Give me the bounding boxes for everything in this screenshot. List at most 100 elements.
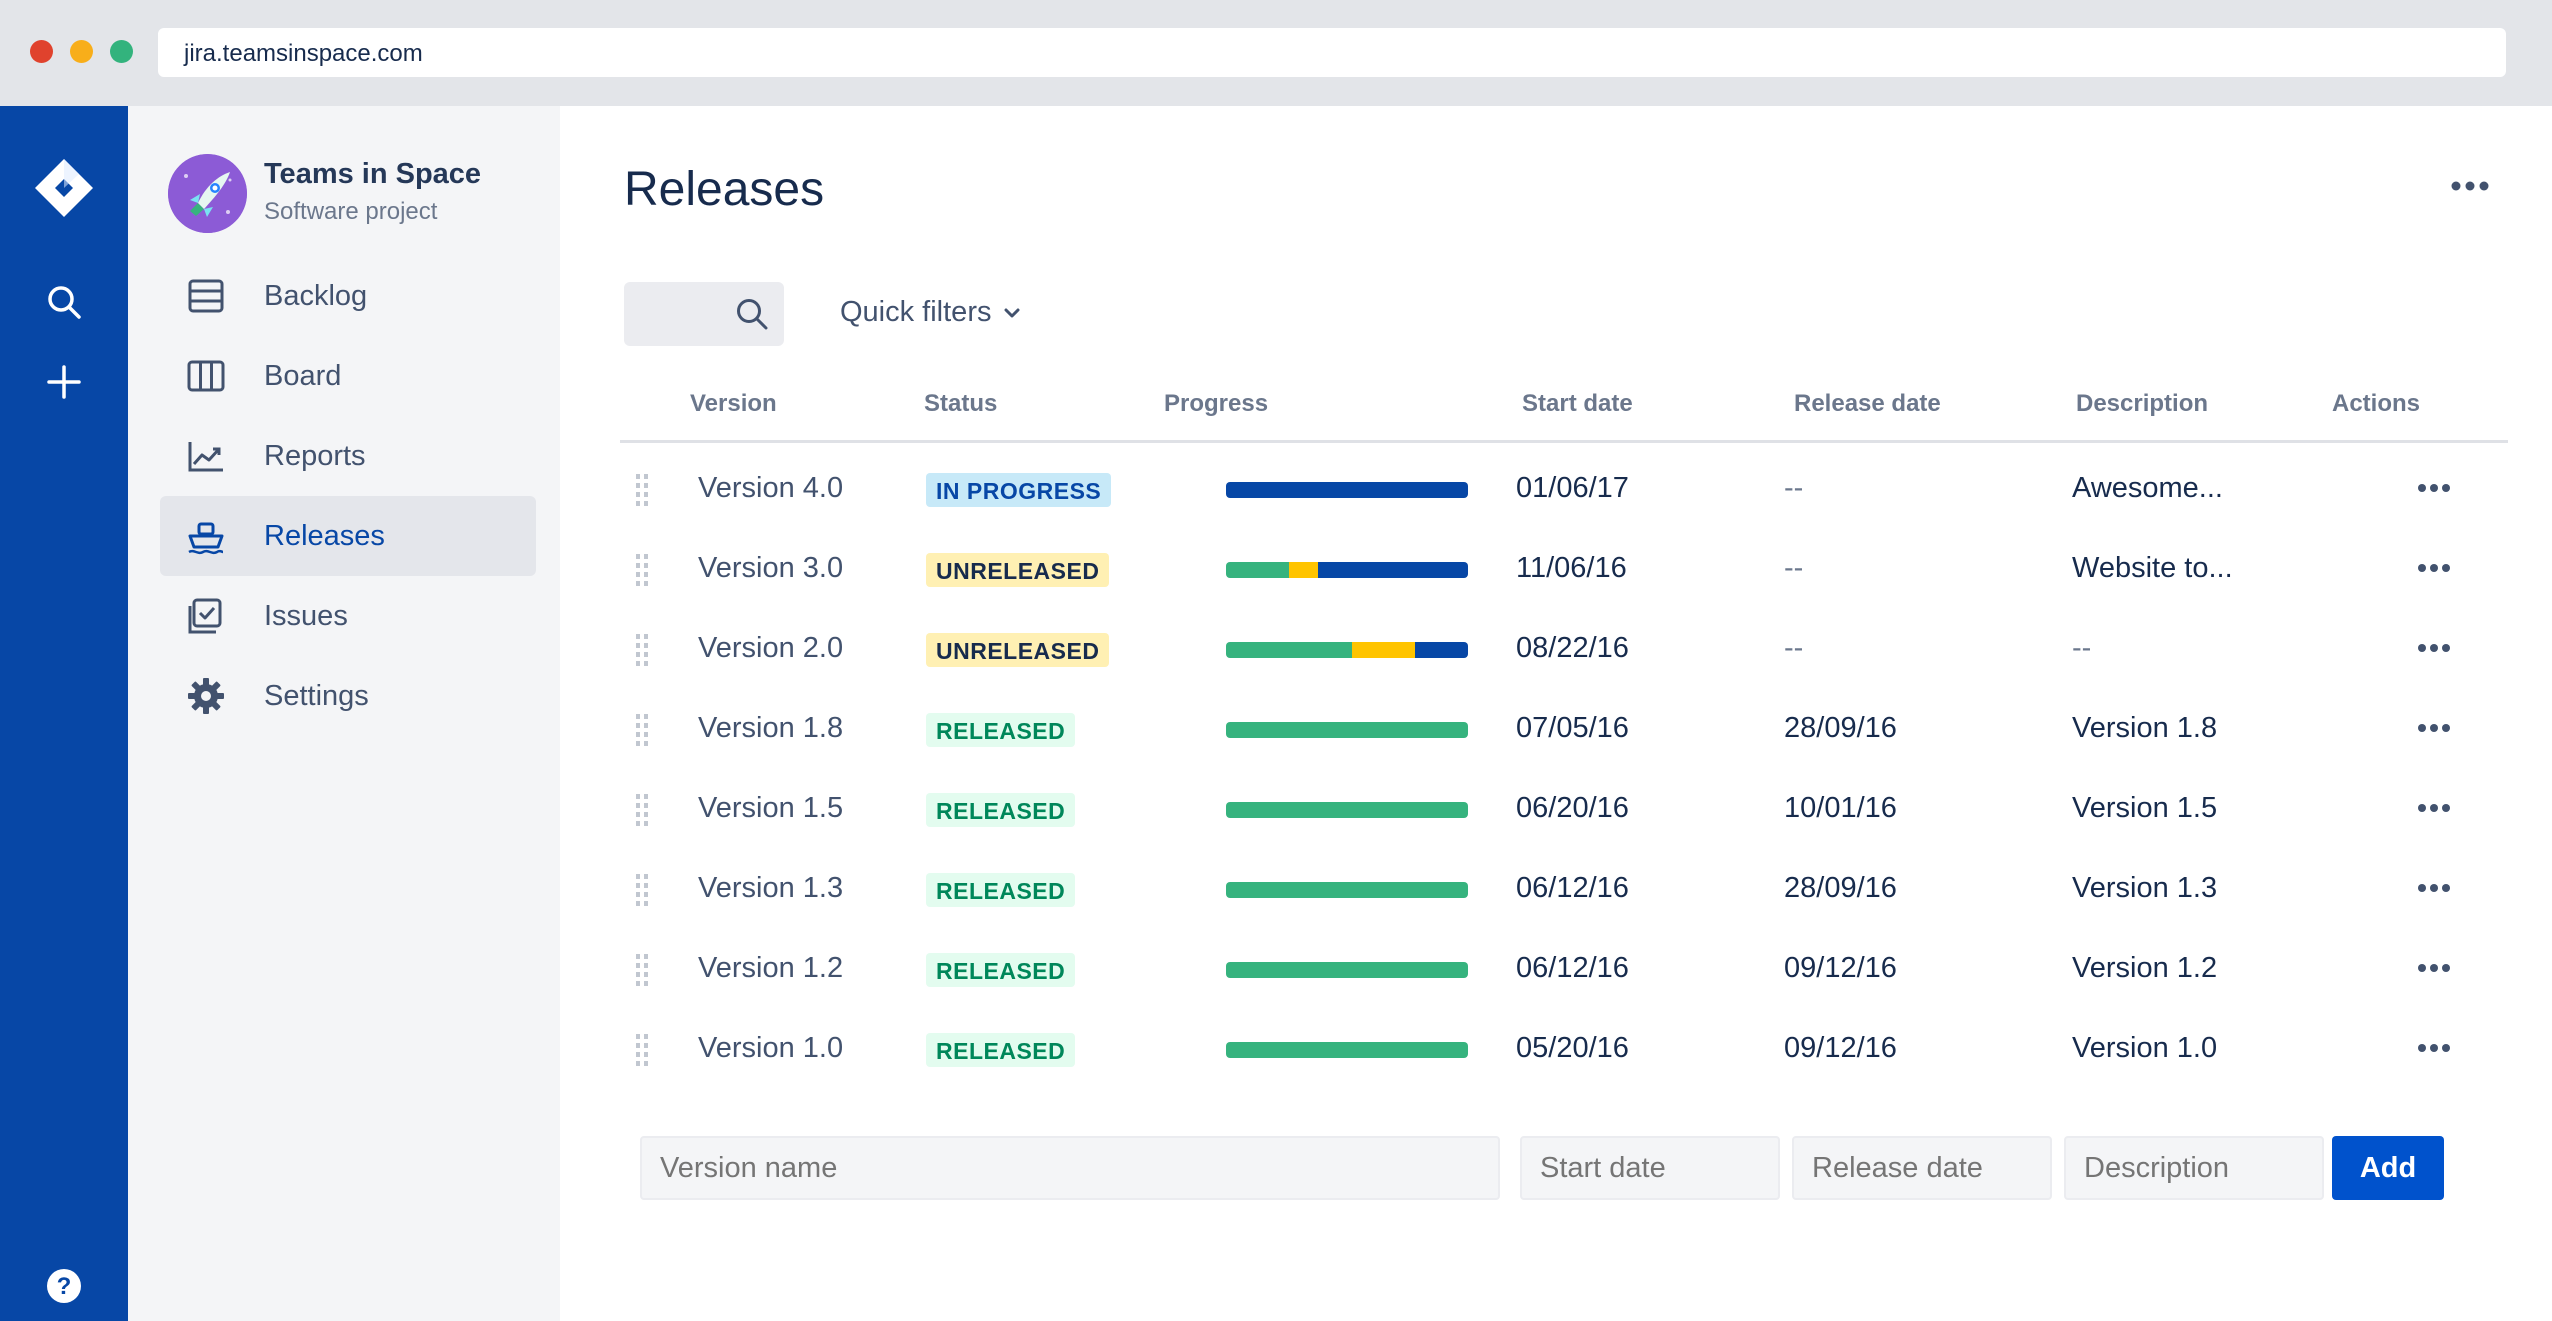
window-maximize-button[interactable] bbox=[110, 40, 133, 63]
address-bar[interactable]: jira.teamsinspace.com bbox=[158, 28, 2506, 77]
row-actions-icon[interactable] bbox=[2414, 796, 2454, 820]
jira-logo-icon[interactable] bbox=[0, 152, 128, 224]
global-navigation: ? bbox=[0, 106, 128, 1321]
board-icon bbox=[187, 360, 225, 392]
sidebar-item-board[interactable]: Board bbox=[160, 336, 536, 416]
project-avatar-rocket-icon[interactable] bbox=[168, 154, 247, 233]
sidebar-item-label: Settings bbox=[264, 679, 369, 712]
sidebar-item-settings[interactable]: Settings bbox=[160, 656, 536, 736]
row-actions-icon[interactable] bbox=[2414, 1036, 2454, 1060]
row-actions-icon[interactable] bbox=[2414, 956, 2454, 980]
progress-done-segment bbox=[1226, 962, 1468, 978]
help-icon[interactable]: ? bbox=[0, 1266, 128, 1306]
browser-chrome: jira.teamsinspace.com bbox=[0, 0, 2552, 106]
search-icon[interactable] bbox=[0, 274, 128, 330]
table-row[interactable]: Version 3.0 UNRELEASED 11/06/16 -- Website t… bbox=[620, 526, 2508, 606]
description: -- bbox=[2072, 632, 2092, 664]
description: Version 1.2 bbox=[2072, 952, 2218, 984]
svg-text:?: ? bbox=[57, 1273, 72, 1300]
column-header-start-date[interactable]: Start date bbox=[1522, 390, 1633, 417]
drag-handle-icon[interactable] bbox=[634, 712, 650, 750]
progress-done-segment bbox=[1226, 562, 1289, 578]
release-date: 10/01/16 bbox=[1784, 792, 1897, 824]
table-row[interactable]: Version 1.5 RELEASED 06/20/16 10/01/16 Versi… bbox=[620, 766, 2508, 846]
row-actions-icon[interactable] bbox=[2414, 876, 2454, 900]
row-actions-icon[interactable] bbox=[2414, 556, 2454, 580]
table-row[interactable]: Version 1.2 RELEASED 06/12/16 09/12/16 Versi… bbox=[620, 926, 2508, 1006]
sidebar-item-reports[interactable]: Reports bbox=[160, 416, 536, 496]
sidebar-item-label: Releases bbox=[264, 519, 385, 552]
add-version-button[interactable]: Add bbox=[2332, 1136, 2444, 1200]
row-actions-icon[interactable] bbox=[2414, 636, 2454, 660]
table-row[interactable]: Version 1.0 RELEASED 05/20/16 09/12/16 Versi… bbox=[620, 1006, 2508, 1086]
reports-icon bbox=[188, 442, 223, 472]
release-date-input[interactable] bbox=[1792, 1136, 2052, 1200]
window-minimize-button[interactable] bbox=[70, 40, 93, 63]
row-actions-icon[interactable] bbox=[2414, 476, 2454, 500]
table-row[interactable]: Version 1.8 RELEASED 07/05/16 28/09/16 Versi… bbox=[620, 686, 2508, 766]
progress-bar bbox=[1226, 722, 1468, 738]
column-header-status[interactable]: Status bbox=[924, 390, 998, 417]
page-title: Releases bbox=[624, 163, 825, 216]
progress-bar bbox=[1226, 642, 1468, 658]
description: Website to... bbox=[2072, 552, 2233, 584]
search-input[interactable] bbox=[624, 282, 784, 346]
start-date: 11/06/16 bbox=[1516, 552, 1627, 584]
sidebar-item-label: Board bbox=[264, 359, 342, 392]
release-date: 28/09/16 bbox=[1784, 712, 1897, 744]
progress-inprogress-segment bbox=[1351, 642, 1415, 658]
sidebar-item-label: Issues bbox=[264, 599, 348, 632]
version-name-input[interactable] bbox=[640, 1136, 1500, 1200]
version-name[interactable]: Version 1.3 bbox=[698, 872, 844, 904]
release-date: 09/12/16 bbox=[1784, 952, 1897, 984]
version-name[interactable]: Version 1.8 bbox=[698, 712, 844, 744]
sidebar-item-label: Backlog bbox=[264, 279, 368, 312]
progress-todo-segment bbox=[1414, 642, 1468, 658]
create-icon[interactable] bbox=[0, 354, 128, 410]
version-name[interactable]: Version 1.0 bbox=[698, 1032, 844, 1064]
status-badge: RELEASED bbox=[926, 953, 1076, 987]
column-header-description[interactable]: Description bbox=[2076, 390, 2209, 417]
start-date: 08/22/16 bbox=[1516, 632, 1629, 664]
issues-icon bbox=[188, 598, 222, 634]
sidebar-item-label: Reports bbox=[264, 439, 366, 472]
version-name[interactable]: Version 4.0 bbox=[698, 472, 844, 504]
drag-handle-icon[interactable] bbox=[634, 472, 650, 510]
progress-bar bbox=[1226, 962, 1468, 978]
drag-handle-icon[interactable] bbox=[634, 792, 650, 830]
version-name[interactable]: Version 2.0 bbox=[698, 632, 844, 664]
drag-handle-icon[interactable] bbox=[634, 952, 650, 990]
window-close-button[interactable] bbox=[30, 40, 53, 63]
version-name[interactable]: Version 3.0 bbox=[698, 552, 844, 584]
version-name[interactable]: Version 1.5 bbox=[698, 792, 844, 824]
start-date: 05/20/16 bbox=[1516, 1032, 1629, 1064]
column-header-progress[interactable]: Progress bbox=[1164, 390, 1269, 417]
drag-handle-icon[interactable] bbox=[634, 552, 650, 590]
version-name[interactable]: Version 1.2 bbox=[698, 952, 844, 984]
row-actions-icon[interactable] bbox=[2414, 716, 2454, 740]
drag-handle-icon[interactable] bbox=[634, 632, 650, 670]
progress-done-segment bbox=[1226, 802, 1468, 818]
start-date: 07/05/16 bbox=[1516, 712, 1629, 744]
quick-filters-dropdown[interactable]: Quick filters bbox=[840, 296, 1023, 329]
status-badge: RELEASED bbox=[926, 713, 1076, 747]
sidebar-item-backlog[interactable]: Backlog bbox=[160, 256, 536, 336]
status-badge: UNRELEASED bbox=[926, 553, 1110, 587]
description: Version 1.8 bbox=[2072, 712, 2218, 744]
table-row[interactable]: Version 4.0 IN PROGRESS 01/06/17 -- Awesome.… bbox=[620, 446, 2508, 526]
table-row[interactable]: Version 2.0 UNRELEASED 08/22/16 -- -- bbox=[620, 606, 2508, 686]
progress-todo-segment bbox=[1317, 562, 1468, 578]
description-input[interactable] bbox=[2064, 1136, 2324, 1200]
drag-handle-icon[interactable] bbox=[634, 1032, 650, 1070]
more-actions-icon[interactable] bbox=[2446, 170, 2494, 202]
drag-handle-icon[interactable] bbox=[634, 872, 650, 910]
sidebar-item-issues[interactable]: Issues bbox=[160, 576, 536, 656]
release-date: -- bbox=[1784, 472, 1804, 504]
table-row[interactable]: Version 1.3 RELEASED 06/12/16 28/09/16 Versi… bbox=[620, 846, 2508, 926]
start-date-input[interactable] bbox=[1520, 1136, 1780, 1200]
sidebar-item-releases[interactable]: Releases bbox=[160, 496, 536, 576]
releases-icon bbox=[188, 522, 224, 555]
column-header-version[interactable]: Version bbox=[690, 390, 777, 417]
column-header-release-date[interactable]: Release date bbox=[1794, 390, 1941, 417]
progress-bar bbox=[1226, 882, 1468, 898]
